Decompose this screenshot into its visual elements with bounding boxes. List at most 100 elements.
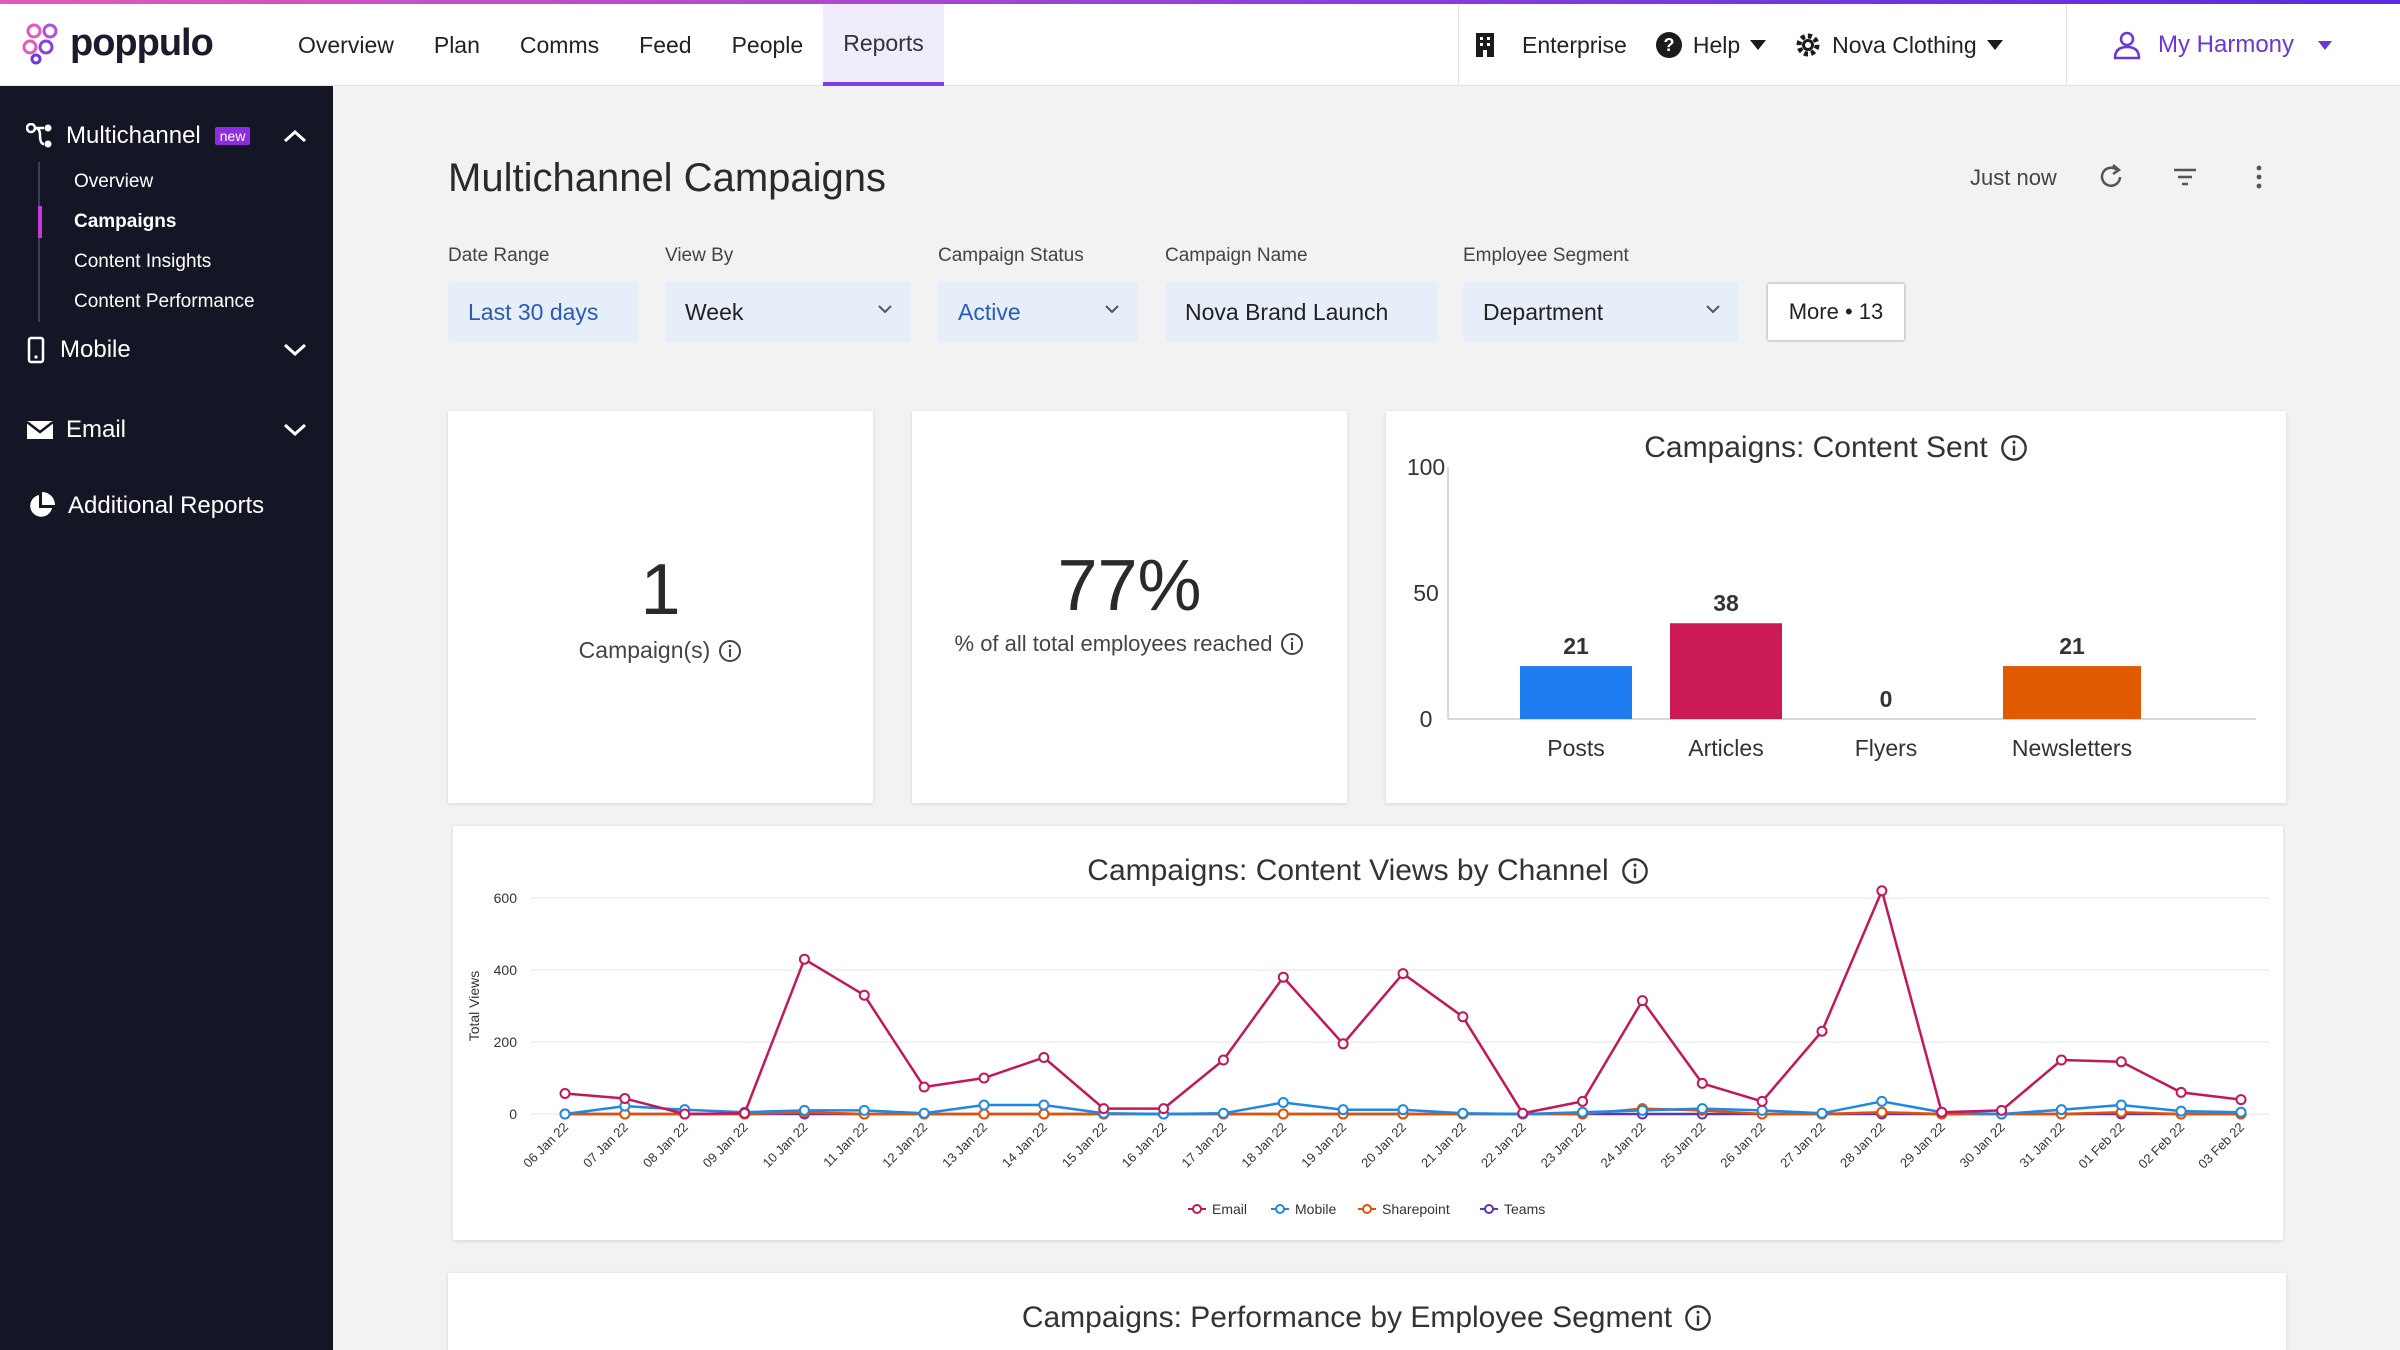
data-point-email	[918, 1081, 930, 1093]
sidebar-additional-reports[interactable]: Additional Reports	[0, 484, 333, 528]
x-tick-label: 02 Feb 22	[2135, 1120, 2187, 1172]
x-tick-label: 15 Jan 22	[1059, 1120, 1110, 1171]
campaigns-kpi-label-row: Campaign(s)	[448, 637, 873, 664]
data-point-mobile	[1636, 1104, 1648, 1116]
x-tick-label: 12 Jan 22	[879, 1120, 930, 1171]
x-tick-label: 10 Jan 22	[760, 1120, 811, 1171]
help-menu[interactable]: ? Help	[1655, 31, 1767, 59]
sidebar-email[interactable]: Email	[0, 408, 333, 452]
info-icon[interactable]	[1280, 632, 1304, 656]
multichannel-submenu: Overview Campaigns Content Insights Cont…	[38, 162, 318, 322]
nav-plan[interactable]: Plan	[433, 31, 480, 58]
x-tick-label: 24 Jan 22	[1598, 1120, 1649, 1171]
data-point-email	[1098, 1103, 1110, 1115]
sidebar-additional-label: Additional Reports	[68, 492, 265, 519]
data-point-email	[1457, 1011, 1469, 1023]
data-point-mobile	[1577, 1106, 1589, 1118]
more-filters-button[interactable]: More • 13	[1766, 282, 1906, 342]
x-tick-label: 13 Jan 22	[939, 1120, 990, 1171]
x-tick-label: Articles	[1688, 735, 1763, 761]
sidebar-item-content-performance[interactable]: Content Performance	[74, 291, 255, 312]
sidebar-item-content-insights[interactable]: Content Insights	[74, 251, 212, 272]
x-tick-label: 25 Jan 22	[1657, 1120, 1708, 1171]
pie-chart-icon	[30, 492, 55, 517]
sidebar-item-campaigns[interactable]: Campaigns	[38, 202, 318, 242]
nav-reports[interactable]: Reports	[823, 4, 944, 86]
bar	[1670, 623, 1782, 719]
last-updated: Just now	[1970, 165, 2057, 190]
data-point-email	[798, 953, 810, 965]
data-point-email	[1636, 995, 1648, 1007]
data-point-email	[858, 989, 870, 1001]
date-range-value: Last 30 days	[468, 298, 599, 325]
data-point-mobile	[1756, 1104, 1768, 1116]
info-icon[interactable]	[718, 639, 742, 663]
data-point-email	[2055, 1054, 2067, 1066]
data-point-email	[1038, 1051, 1050, 1063]
x-tick-label: 17 Jan 22	[1179, 1120, 1230, 1171]
data-point-email	[1337, 1038, 1349, 1050]
data-point-email	[1158, 1103, 1170, 1115]
campaign-name-select[interactable]: Nova Brand Launch	[1165, 282, 1437, 342]
enterprise-button[interactable]: Enterprise	[1474, 31, 1627, 59]
filter-icon[interactable]	[2170, 162, 2200, 192]
campaign-name-label: Campaign Name	[1165, 245, 1308, 266]
caret-down-icon	[1986, 40, 2003, 50]
data-point-mobile	[2235, 1106, 2247, 1118]
data-point-email	[1816, 1025, 1828, 1037]
data-point-mobile	[918, 1107, 930, 1119]
envelope-icon	[26, 421, 54, 439]
nav-comms[interactable]: Comms	[519, 31, 600, 58]
nav-people[interactable]: People	[731, 31, 804, 58]
org-menu[interactable]: Nova Clothing	[1794, 31, 2003, 59]
data-point-email	[2235, 1094, 2247, 1106]
legend-label: Teams	[1504, 1201, 1545, 1217]
x-tick-label: Newsletters	[2012, 735, 2132, 761]
info-icon[interactable]	[1621, 857, 1649, 885]
legend-label: Sharepoint	[1382, 1201, 1450, 1217]
campaigns-count: 1	[640, 550, 681, 630]
more-vert-icon[interactable]	[2244, 162, 2274, 192]
legend-label: Email	[1212, 1201, 1247, 1217]
employee-segment-select[interactable]: Department	[1463, 282, 1739, 342]
legend-marker	[1275, 1204, 1285, 1214]
caret-down-icon	[2318, 40, 2333, 50]
info-icon[interactable]	[1684, 1304, 1712, 1332]
sidebar: Multichannel new Overview Campaigns Cont…	[0, 86, 333, 1350]
x-tick-label: 20 Jan 22	[1358, 1120, 1409, 1171]
bar	[1520, 666, 1632, 719]
campaigns-kpi-card: 1 Campaign(s)	[448, 411, 873, 803]
user-icon	[2113, 31, 2141, 60]
x-tick-label: 11 Jan 22	[820, 1120, 870, 1170]
campaign-status-select[interactable]: Active	[938, 282, 1138, 342]
nav-feed[interactable]: Feed	[639, 31, 692, 58]
info-icon[interactable]	[2000, 434, 2028, 462]
campaigns-kpi-label: Campaign(s)	[578, 637, 711, 663]
content-views-title: Campaigns: Content Views by Channel	[1087, 854, 1609, 887]
x-tick-label: 21 Jan 22	[1418, 1120, 1469, 1171]
sidebar-item-overview[interactable]: Overview	[74, 171, 154, 192]
nav-overview[interactable]: Overview	[298, 31, 394, 58]
legend-marker	[1362, 1204, 1372, 1214]
reach-kpi-label: % of all total employees reached	[954, 631, 1273, 656]
user-menu[interactable]: My Harmony	[2112, 30, 2333, 60]
data-point-email	[1876, 885, 1888, 897]
data-point-mobile	[1217, 1107, 1229, 1119]
x-tick-label: 09 Jan 22	[700, 1120, 751, 1171]
date-range-select[interactable]: Last 30 days	[448, 282, 638, 342]
chevron-down-icon	[878, 305, 892, 314]
refresh-icon[interactable]	[2096, 162, 2126, 192]
campaign-status-value: Active	[958, 298, 1021, 325]
data-point-email	[1577, 1095, 1589, 1107]
data-point-email	[1397, 968, 1409, 980]
data-point-email	[1756, 1095, 1768, 1107]
gear-icon	[1796, 33, 1820, 57]
sidebar-multichannel[interactable]: Multichannel new	[0, 114, 333, 158]
poppulo-logo[interactable]: poppulo	[20, 20, 214, 66]
y-axis-label: Total Views	[466, 971, 482, 1042]
content-views-card: Campaigns: Content Views by Channel 0 200…	[453, 826, 2283, 1240]
series-line-email	[564, 886, 2242, 1116]
sidebar-mobile[interactable]: Mobile	[0, 328, 333, 372]
view-by-select[interactable]: Week	[665, 282, 911, 342]
data-point-mobile	[2055, 1104, 2067, 1116]
